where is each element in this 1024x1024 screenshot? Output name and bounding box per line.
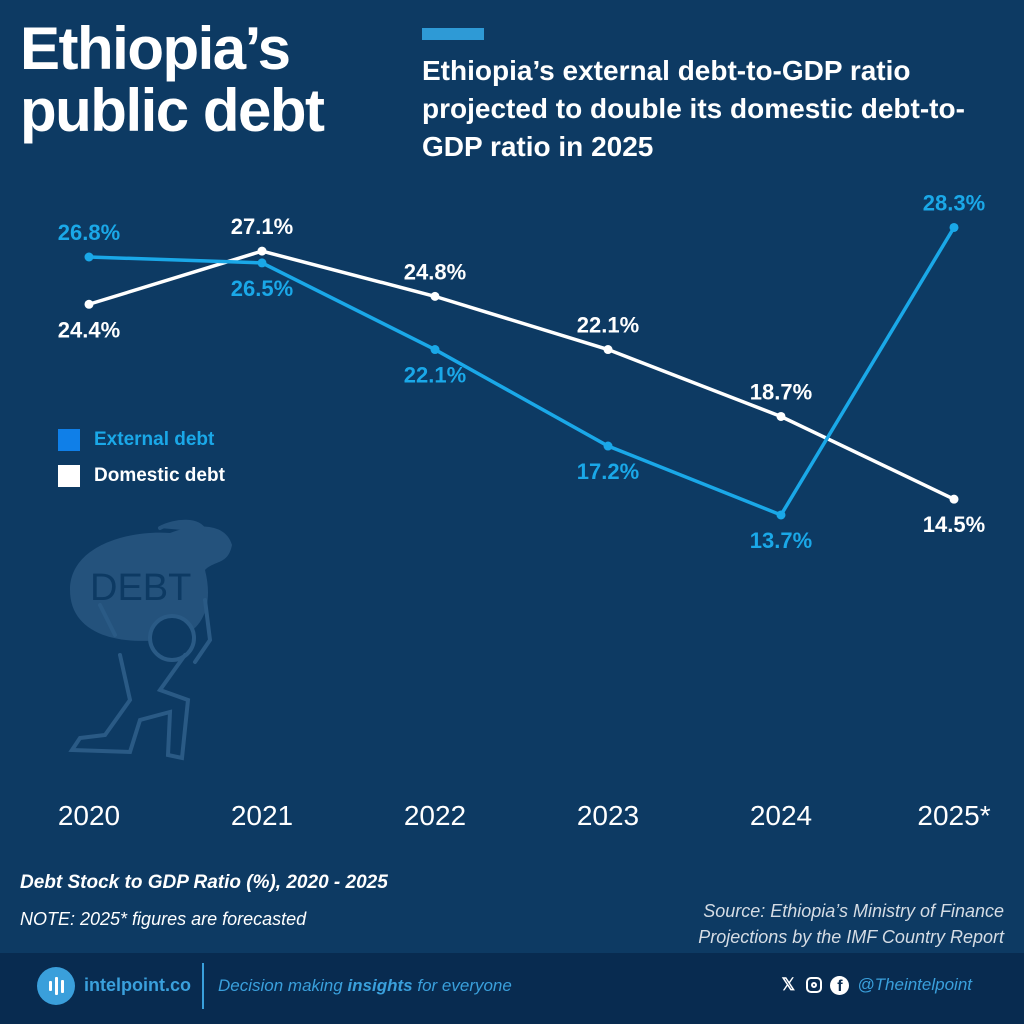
series-line-external <box>88 226 956 518</box>
x-tick-label: 2023 <box>577 800 639 831</box>
tagline-bold: insights <box>347 976 413 995</box>
title-line-1: Ethiopia’s <box>20 15 291 82</box>
data-point <box>430 291 440 301</box>
data-point <box>430 345 440 355</box>
data-point <box>84 252 94 262</box>
intelpoint-logo-icon[interactable] <box>37 967 75 1005</box>
legend: External debt Domestic debt <box>58 422 225 494</box>
data-point <box>84 299 94 309</box>
data-label: 17.2% <box>577 459 639 484</box>
svg-text:DEBT: DEBT <box>90 567 191 609</box>
x-icon[interactable]: 𝕏 <box>781 975 796 994</box>
legend-item-external: External debt <box>58 422 225 458</box>
social-links: 𝕏 f @Theintelpoint <box>778 975 972 995</box>
legend-swatch-external <box>58 429 80 451</box>
footer: intelpoint.co Decision making insights f… <box>0 953 1024 1024</box>
social-handle[interactable]: @Theintelpoint <box>857 975 972 994</box>
data-point <box>949 494 959 504</box>
x-tick-label: 2024 <box>750 800 812 831</box>
brand-link[interactable]: intelpoint.co <box>84 975 191 995</box>
data-point <box>257 246 267 256</box>
tagline-post: for everyone <box>412 976 512 995</box>
chart-caption: Debt Stock to GDP Ratio (%), 2020 - 2025 <box>20 872 388 893</box>
forecast-note: NOTE: 2025* figures are forecasted <box>20 909 307 929</box>
debt-illustration-icon: DEBT <box>68 519 232 761</box>
subtitle: Ethiopia’s external debt-to-GDP ratio pr… <box>422 55 965 162</box>
data-point <box>776 510 786 520</box>
data-label: 14.5% <box>923 512 985 537</box>
x-tick-label: 2021 <box>231 800 293 831</box>
title-line-2: public debt <box>20 77 325 144</box>
data-label: 27.1% <box>231 214 293 239</box>
data-label: 28.3% <box>923 190 985 215</box>
data-label: 24.4% <box>58 317 120 342</box>
source-line-2: Projections by the IMF Country Report <box>698 927 1004 947</box>
data-point <box>776 411 786 421</box>
footer-divider <box>202 963 204 1009</box>
accent-bar <box>422 28 484 40</box>
data-label: 22.1% <box>577 313 639 338</box>
data-point <box>603 441 613 451</box>
data-point <box>257 258 267 268</box>
x-tick-label: 2025* <box>917 800 990 831</box>
instagram-icon[interactable] <box>806 977 823 993</box>
facebook-icon[interactable]: f <box>830 975 850 995</box>
x-tick-label: 2020 <box>58 800 120 831</box>
data-label: 26.5% <box>231 276 293 301</box>
source: Source: Ethiopia’s Ministry of Finance Pr… <box>698 898 1004 950</box>
data-point <box>949 222 959 232</box>
data-point <box>603 345 613 355</box>
data-label: 24.8% <box>404 259 466 284</box>
data-label: 13.7% <box>750 528 812 553</box>
legend-item-domestic: Domestic debt <box>58 458 225 494</box>
legend-label-external: External debt <box>94 429 215 450</box>
series-line-domestic <box>88 249 955 501</box>
source-line-1: Source: Ethiopia’s Ministry of Finance <box>703 901 1004 921</box>
tagline-pre: Decision making <box>218 976 348 995</box>
legend-swatch-domestic <box>58 465 80 487</box>
x-tick-label: 2022 <box>404 800 466 831</box>
data-label: 22.1% <box>404 363 466 388</box>
legend-label-domestic: Domestic debt <box>94 465 225 486</box>
tagline: Decision making insights for everyone <box>218 976 512 996</box>
line-chart: DEBT 2020 2021 2022 2023 2024 2025* 26.8% 26.5%… <box>58 190 991 831</box>
data-label: 26.8% <box>58 220 120 245</box>
data-label: 18.7% <box>750 379 812 404</box>
main-title: Ethiopia’s public debt <box>20 15 325 144</box>
